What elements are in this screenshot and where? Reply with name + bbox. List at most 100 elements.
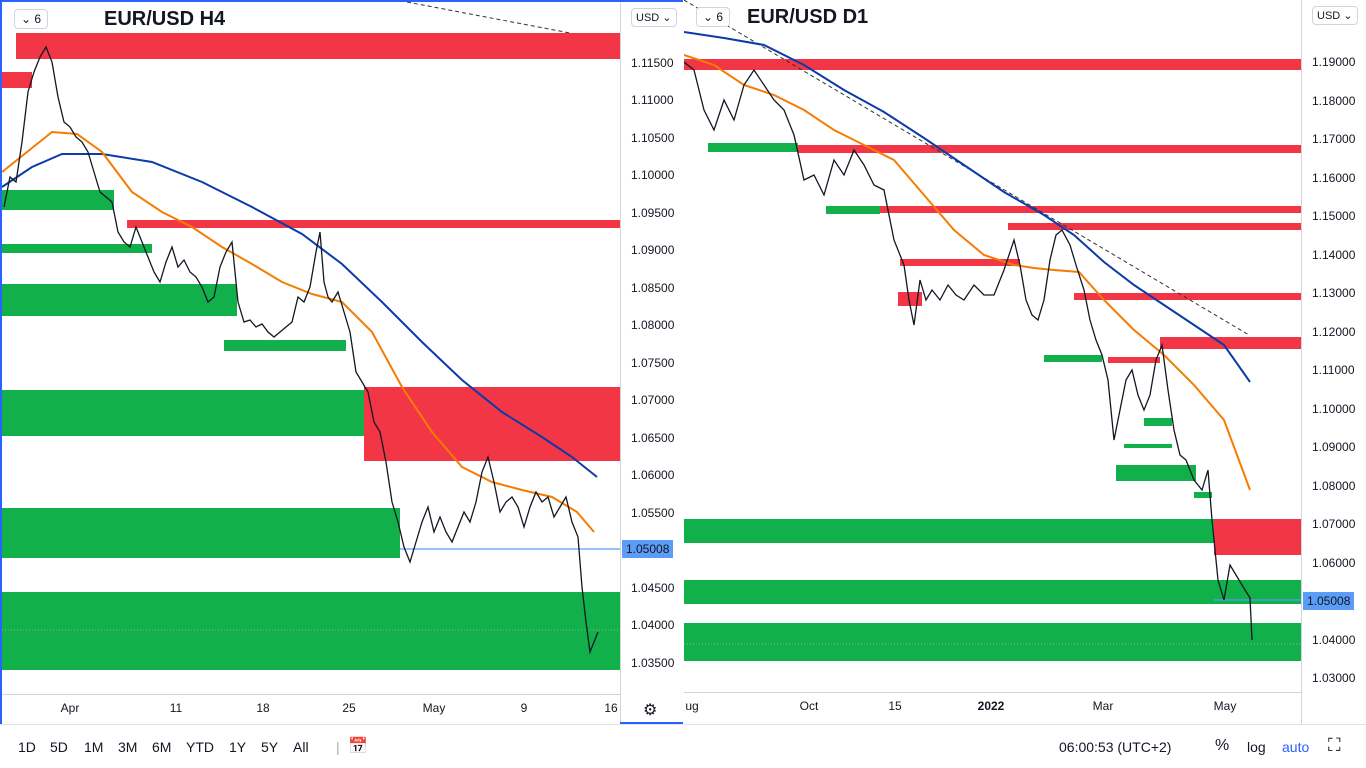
y-tick: 1.09000 bbox=[631, 243, 675, 257]
interval-value: 6 bbox=[716, 10, 724, 24]
range-5d-button[interactable]: 5D bbox=[50, 739, 68, 755]
resistance-zone bbox=[798, 145, 1301, 153]
y-tick: 1.07000 bbox=[631, 393, 675, 407]
y-tick: 1.04000 bbox=[631, 618, 675, 632]
y-tick: 1.15000 bbox=[1312, 209, 1356, 223]
chart-pane-left[interactable]: ⌄ 6 EUR/USD H4 USD ⌄ 1.11500 1.11000 1.1… bbox=[0, 0, 683, 724]
y-tick: 1.04500 bbox=[631, 581, 675, 595]
x-tick: Mar bbox=[1092, 699, 1114, 713]
x-tick: ug bbox=[685, 699, 699, 713]
support-zone bbox=[708, 143, 798, 152]
y-tick: 1.03000 bbox=[1312, 671, 1356, 685]
currency-selector[interactable]: USD ⌄ bbox=[631, 8, 677, 27]
last-price-tag: 1.05008 bbox=[622, 540, 674, 558]
support-zone bbox=[2, 592, 620, 670]
range-6m-button[interactable]: 6M bbox=[152, 739, 172, 755]
fullscreen-icon[interactable]: ⛶ bbox=[1328, 735, 1341, 755]
resistance-zone bbox=[684, 59, 1301, 70]
y-tick: 1.06000 bbox=[1312, 556, 1356, 570]
y-tick: 1.17000 bbox=[1312, 132, 1356, 146]
resistance-zone bbox=[2, 72, 32, 88]
x-tick: 25 bbox=[342, 701, 356, 715]
range-1d-button[interactable]: 1D bbox=[18, 739, 36, 755]
range-1y-button[interactable]: 1Y bbox=[229, 739, 247, 755]
range-3m-button[interactable]: 3M bbox=[118, 739, 138, 755]
ma-fast-line bbox=[2, 130, 595, 533]
resistance-zone bbox=[1008, 223, 1301, 230]
x-tick: Oct bbox=[799, 699, 819, 713]
price-axis[interactable]: USD ⌄ 1.19000 1.18000 1.17000 1.16000 1.… bbox=[1301, 0, 1366, 724]
y-tick: 1.07000 bbox=[1312, 517, 1356, 531]
last-price-tag: 1.05008 bbox=[1303, 592, 1355, 610]
x-tick: May bbox=[1213, 699, 1237, 713]
resistance-zone bbox=[364, 387, 620, 461]
y-tick: 1.05500 bbox=[631, 506, 675, 520]
chevron-down-icon: ⌄ bbox=[21, 12, 32, 26]
support-zone bbox=[1124, 444, 1172, 448]
range-5y-button[interactable]: 5Y bbox=[261, 739, 279, 755]
support-zone bbox=[684, 623, 1301, 661]
interval-selector[interactable]: ⌄ 6 bbox=[696, 7, 731, 27]
support-zone bbox=[1044, 355, 1102, 362]
range-1m-button[interactable]: 1M bbox=[84, 739, 104, 755]
y-tick: 1.07500 bbox=[631, 356, 675, 370]
resistance-zone bbox=[900, 259, 1020, 266]
y-tick: 1.06500 bbox=[631, 431, 675, 445]
currency-selector[interactable]: USD ⌄ bbox=[1312, 6, 1358, 25]
clock-time[interactable]: 06:00:53 (UTC+2) bbox=[1059, 739, 1172, 755]
y-tick: 1.13000 bbox=[1312, 286, 1356, 300]
gear-icon[interactable]: ⚙ bbox=[643, 702, 658, 719]
trendline bbox=[406, 2, 571, 34]
y-tick: 1.18000 bbox=[1312, 94, 1356, 108]
y-tick: 1.09500 bbox=[631, 206, 675, 220]
x-tick: 9 bbox=[520, 701, 528, 715]
time-axis[interactable]: ug Oct 15 2022 Mar May bbox=[684, 692, 1301, 724]
support-zone bbox=[2, 244, 152, 253]
x-tick: Apr bbox=[60, 701, 80, 715]
support-zone bbox=[2, 284, 237, 316]
y-tick: 1.10000 bbox=[631, 168, 675, 182]
support-zone bbox=[1144, 418, 1172, 426]
x-tick: 18 bbox=[256, 701, 270, 715]
calendar-icon[interactable]: 📅 bbox=[348, 738, 368, 755]
y-tick: 1.19000 bbox=[1312, 55, 1356, 69]
range-all-button[interactable]: All bbox=[293, 739, 309, 755]
time-axis[interactable]: Apr 11 18 25 May 9 16 bbox=[2, 694, 620, 724]
y-tick: 1.11000 bbox=[1312, 363, 1355, 377]
y-tick: 1.12000 bbox=[1312, 325, 1356, 339]
x-tick: 11 bbox=[169, 701, 183, 715]
divider: | bbox=[336, 739, 340, 755]
x-tick: May bbox=[422, 701, 446, 715]
percent-toggle[interactable]: % bbox=[1215, 737, 1230, 754]
support-zone bbox=[684, 519, 1214, 543]
chart-pane-right[interactable]: ⌄ 6 EUR/USD D1 USD ⌄ 1.19000 1.18000 1.1… bbox=[684, 0, 1366, 724]
y-tick: 1.09000 bbox=[1312, 440, 1356, 454]
y-tick: 1.04000 bbox=[1312, 633, 1356, 647]
support-zone bbox=[224, 340, 346, 351]
interval-selector[interactable]: ⌄ 6 bbox=[14, 9, 49, 29]
resistance-zone bbox=[127, 220, 620, 228]
x-tick: 2022 bbox=[977, 699, 1005, 713]
y-tick: 1.14000 bbox=[1312, 248, 1356, 262]
left-plot-area[interactable] bbox=[2, 2, 620, 694]
log-toggle[interactable]: log bbox=[1247, 739, 1266, 755]
right-plot-area[interactable] bbox=[684, 0, 1301, 692]
y-tick: 1.06000 bbox=[631, 468, 675, 482]
support-zone bbox=[1116, 465, 1196, 481]
y-tick: 1.10000 bbox=[1312, 402, 1356, 416]
y-tick: 1.11500 bbox=[631, 56, 674, 70]
ma-fast-line bbox=[684, 54, 1251, 491]
support-zone bbox=[2, 190, 114, 210]
auto-toggle[interactable]: auto bbox=[1282, 739, 1310, 755]
resistance-zone bbox=[1108, 357, 1160, 363]
resistance-zone bbox=[898, 292, 922, 306]
y-tick: 1.11000 bbox=[631, 93, 674, 107]
range-ytd-button[interactable]: YTD bbox=[186, 739, 214, 755]
y-tick: 1.08500 bbox=[631, 281, 675, 295]
price-axis[interactable]: USD ⌄ 1.11500 1.11000 1.10500 1.10000 1.… bbox=[620, 2, 683, 722]
x-tick: 15 bbox=[888, 699, 902, 713]
bottom-toolbar: 1D 5D 1M 3M 6M YTD 1Y 5Y All | 📅 06:00:5… bbox=[0, 724, 1366, 768]
y-tick: 1.10500 bbox=[631, 131, 675, 145]
support-zone bbox=[684, 580, 1301, 604]
ma-slow-line bbox=[684, 31, 1251, 383]
